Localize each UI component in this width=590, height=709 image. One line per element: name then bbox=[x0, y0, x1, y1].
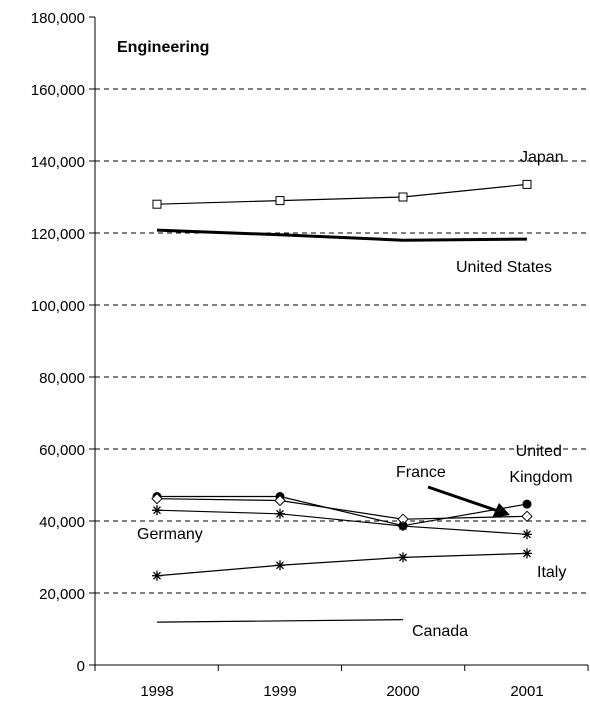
y-tick-label: 140,000 bbox=[31, 154, 85, 171]
series-japan-point bbox=[152, 199, 162, 209]
series-label-canada: Canada bbox=[412, 623, 468, 640]
y-tick-label: 120,000 bbox=[31, 226, 85, 243]
series-france-line bbox=[156, 498, 528, 520]
y-tick-label: 60,000 bbox=[39, 442, 85, 459]
series-japan-point bbox=[522, 179, 532, 189]
series-japan-point bbox=[398, 192, 408, 202]
y-tick-label: 0 bbox=[77, 658, 85, 675]
x-tick-label: 2000 bbox=[386, 683, 419, 700]
series-canada bbox=[156, 619, 404, 623]
series-label-japan: Japan bbox=[520, 149, 564, 166]
y-tick-label: 100,000 bbox=[31, 298, 85, 315]
series-united-kingdom-point bbox=[522, 499, 532, 509]
series-united-kingdom-line bbox=[157, 495, 528, 527]
series-label-france: France bbox=[396, 464, 446, 481]
series-canada-line bbox=[156, 619, 404, 623]
series-italy-line bbox=[156, 552, 528, 577]
series-germany bbox=[152, 505, 532, 540]
x-tick-label: 1999 bbox=[263, 683, 296, 700]
series-france-point bbox=[151, 492, 163, 505]
y-tick-label: 40,000 bbox=[39, 514, 85, 531]
series-japan-point bbox=[275, 196, 285, 206]
series-germany-point bbox=[152, 505, 162, 516]
series-japan-line bbox=[156, 183, 528, 205]
series-germany-point bbox=[275, 508, 285, 519]
gridlines bbox=[95, 88, 588, 594]
series-italy-point bbox=[152, 570, 162, 581]
series-france-point bbox=[274, 494, 286, 507]
axes bbox=[94, 17, 588, 666]
france-arrow-head bbox=[492, 503, 510, 518]
series-germany-point bbox=[398, 521, 408, 532]
series-label-germany: Germany bbox=[137, 526, 203, 543]
series-japan bbox=[152, 179, 532, 209]
series-label-united-states: United States bbox=[456, 259, 552, 276]
series-italy-point bbox=[275, 560, 285, 571]
y-tick-label: 160,000 bbox=[31, 82, 85, 99]
y-tick-label: 20,000 bbox=[39, 586, 85, 603]
series-france bbox=[151, 492, 533, 525]
series-group bbox=[151, 179, 533, 623]
series-united-states bbox=[156, 228, 528, 242]
chart-title: Engineering bbox=[117, 39, 209, 56]
x-axis-ticks: 1998 1999 2000 2001 bbox=[94, 665, 589, 700]
series-italy bbox=[152, 548, 532, 581]
series-labels: Japan United States United Kingdom Franc… bbox=[137, 149, 573, 640]
series-italy-point bbox=[522, 548, 532, 559]
france-arrow-shaft bbox=[427, 485, 499, 513]
x-tick-label: 2001 bbox=[510, 683, 543, 700]
y-axis-ticks: 0 20,000 40,000 60,000 80,000 100,000 120,000 1… bbox=[31, 10, 95, 675]
series-united-states-line bbox=[156, 228, 528, 242]
series-italy-point bbox=[398, 552, 408, 563]
series-germany-line bbox=[156, 509, 528, 535]
y-tick-label: 80,000 bbox=[39, 370, 85, 387]
x-tick-label: 1998 bbox=[140, 683, 173, 700]
france-arrow bbox=[427, 485, 510, 518]
series-label-italy: Italy bbox=[537, 564, 566, 581]
series-france-point bbox=[521, 510, 533, 523]
series-germany-point bbox=[522, 529, 532, 540]
y-tick-label: 180,000 bbox=[31, 10, 85, 27]
series-label-united-kingdom: United Kingdom bbox=[509, 443, 572, 486]
series-united-kingdom bbox=[152, 492, 532, 531]
